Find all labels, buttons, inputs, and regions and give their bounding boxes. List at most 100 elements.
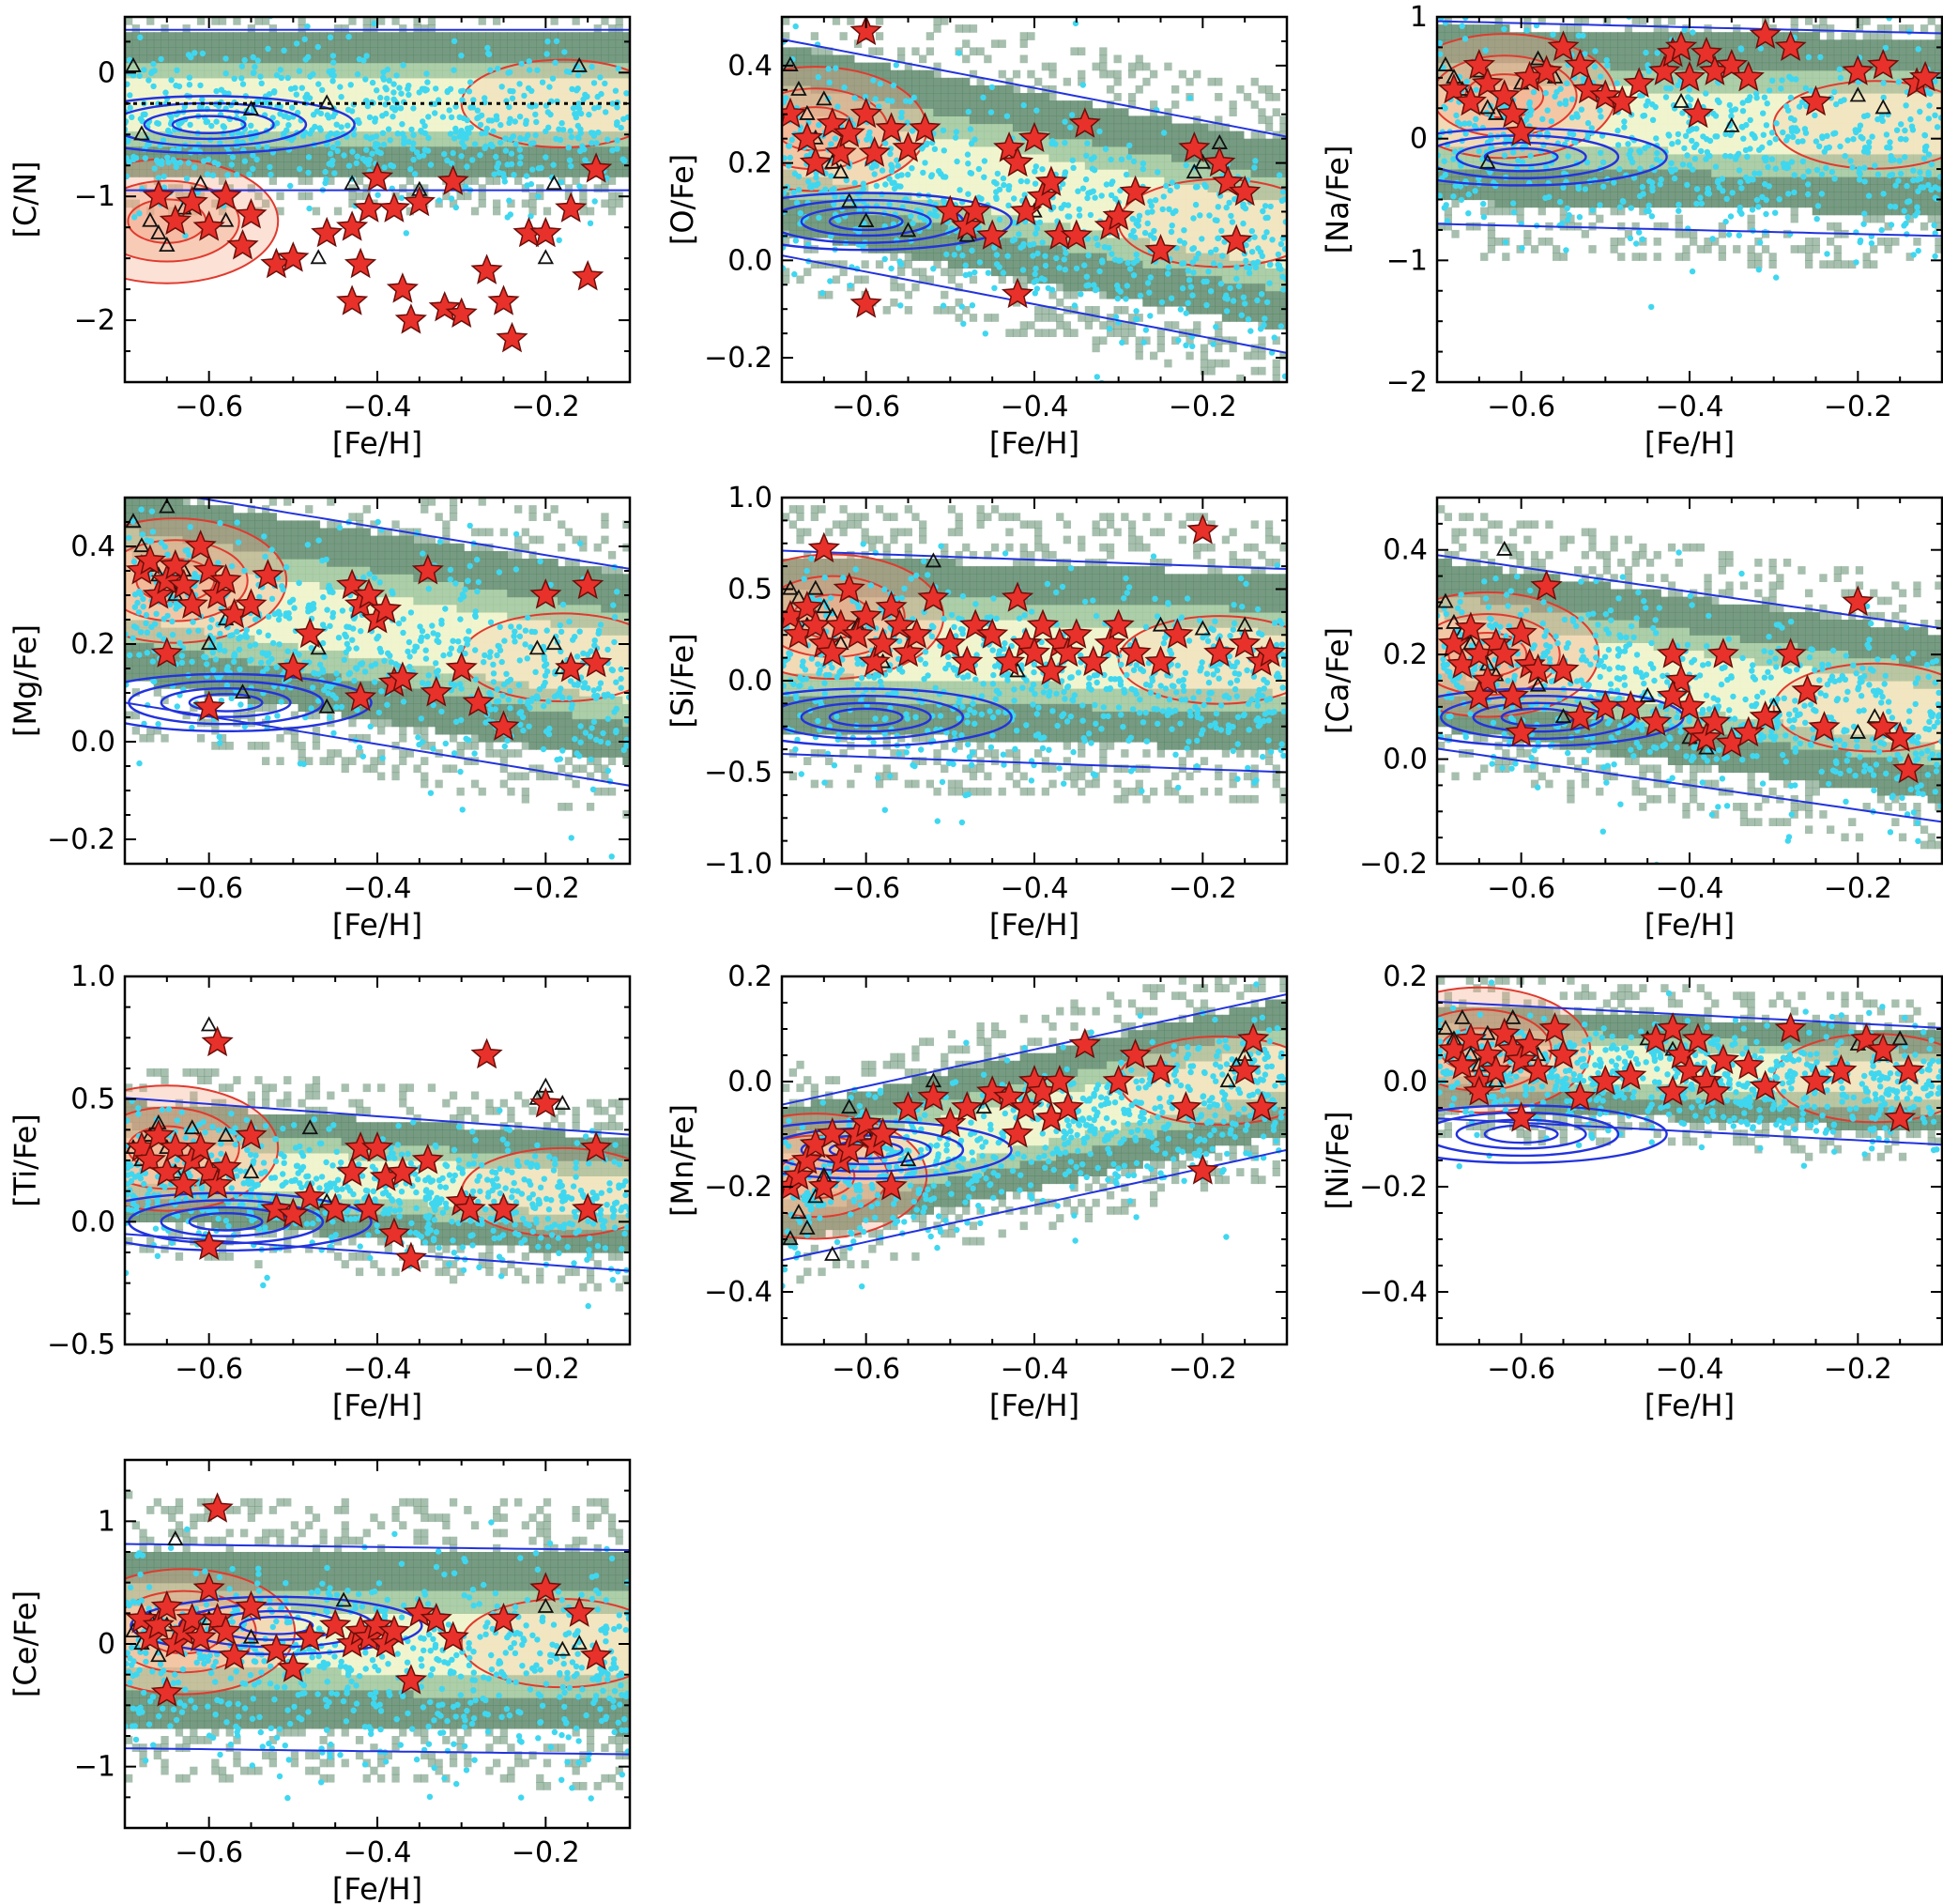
sample-dot [1185, 268, 1192, 274]
sample-dot [397, 105, 405, 112]
hist-cell [1279, 192, 1287, 201]
hist-cell [514, 69, 523, 79]
sample-dot [791, 170, 799, 177]
sample-dot [882, 140, 889, 146]
hist-cell [211, 131, 220, 140]
hist-cell [536, 54, 544, 64]
hist-cell [384, 39, 392, 48]
hist-cell [1005, 192, 1014, 201]
hist-cell [327, 54, 335, 64]
sample-dot [449, 161, 455, 167]
hist-cell [1127, 238, 1137, 246]
sample-dot [1042, 253, 1048, 259]
hist-cell [1012, 131, 1021, 140]
sample-dot [568, 162, 574, 170]
sample-dot [452, 125, 459, 132]
hist-cell [941, 177, 949, 185]
hist-cell [1243, 245, 1252, 253]
sample-dot [1032, 180, 1039, 187]
hist-cell [1272, 314, 1280, 322]
hist-cell [204, 100, 212, 109]
hist-cell [327, 169, 335, 177]
hist-cell [182, 47, 191, 56]
hist-cell [377, 47, 386, 56]
sample-dot [506, 197, 513, 204]
hist-cell [579, 77, 588, 86]
hist-cell [947, 146, 956, 155]
sample-dot [281, 47, 287, 54]
hist-cell [478, 123, 486, 132]
hist-cell [276, 161, 284, 170]
sample-dot [185, 52, 192, 58]
hist-cell [1078, 283, 1086, 292]
hist-cell [543, 138, 552, 147]
hist-cell [1063, 153, 1071, 162]
hist-cell [204, 77, 212, 86]
hist-cell [919, 253, 927, 261]
hist-cell [1027, 275, 1035, 284]
hist-cell [933, 306, 941, 315]
sample-dot [248, 135, 255, 143]
hist-cell [312, 62, 321, 71]
sample-dot [1226, 199, 1232, 207]
hist-cell [290, 169, 299, 177]
hist-cell [1099, 321, 1108, 330]
sample-dot [304, 23, 311, 30]
hist-cell [421, 100, 429, 109]
sample-dot [577, 110, 585, 117]
sample-dot [145, 77, 152, 84]
hist-cell [1099, 268, 1108, 277]
hist-cell [607, 199, 617, 208]
hist-cell [1279, 268, 1287, 277]
hist-cell [868, 184, 877, 192]
sample-dot [1079, 82, 1087, 88]
hist-cell [435, 115, 443, 125]
sample-dot [305, 169, 312, 177]
hist-cell [333, 169, 343, 177]
hist-cell [1229, 344, 1237, 353]
hist-cell [283, 153, 292, 162]
hist-cell [615, 138, 623, 147]
hist-cell [204, 108, 212, 116]
hist-cell [1048, 62, 1057, 71]
hist-cell [1250, 351, 1259, 361]
sample-dot [898, 261, 905, 268]
hist-cell [449, 115, 458, 125]
hist-cell [1156, 229, 1165, 238]
hist-cell [941, 108, 949, 116]
sample-dot [1165, 270, 1171, 277]
hist-cell [413, 32, 421, 40]
hist-cell [421, 192, 429, 201]
hist-cell [1272, 290, 1280, 299]
sample-dot [887, 146, 895, 152]
hist-cell [485, 77, 494, 86]
hist-cell [247, 62, 255, 71]
sample-dot [574, 85, 581, 92]
hist-cell [911, 131, 920, 140]
hist-cell [470, 207, 480, 216]
sample-dot [329, 53, 337, 59]
hist-cell [427, 153, 436, 162]
hist-cell [493, 123, 501, 132]
hist-cell [825, 47, 834, 56]
hist-cell [348, 84, 357, 94]
hist-cell [211, 153, 220, 162]
hist-cell [413, 77, 421, 86]
hist-cell [947, 115, 956, 125]
hist-cell [868, 123, 877, 132]
sample-dot [277, 67, 283, 73]
x-tick-label: −0.6 [175, 391, 243, 423]
sample-dot [1031, 240, 1037, 248]
sample-dot [487, 67, 494, 73]
hist-cell [333, 24, 343, 33]
hist-cell [175, 39, 184, 48]
hist-cell [558, 93, 566, 101]
hist-cell [175, 192, 184, 201]
hist-cell [875, 131, 884, 140]
hist-cell [268, 69, 277, 79]
hist-cell [327, 108, 335, 116]
hist-cell [211, 47, 220, 56]
hist-cell [1012, 260, 1021, 269]
hist-cell [607, 161, 617, 170]
hist-cell [1113, 77, 1122, 86]
